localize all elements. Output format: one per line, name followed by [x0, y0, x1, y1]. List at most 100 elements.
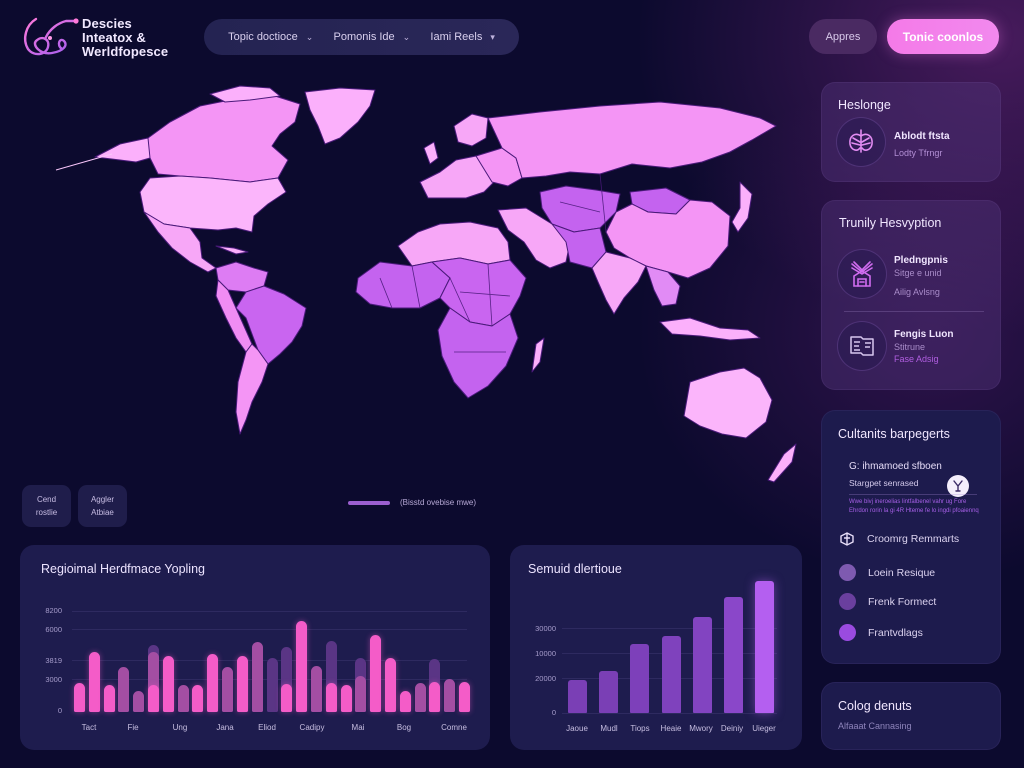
lungs-icon — [849, 129, 873, 153]
chart-bar[interactable] — [444, 679, 456, 712]
list-item-frenk[interactable]: Frenk Formect — [839, 593, 936, 610]
region-greenland — [304, 87, 376, 145]
chart-bar[interactable] — [661, 636, 681, 713]
region-southeast-asia — [645, 265, 681, 307]
status-dot-icon — [839, 624, 856, 641]
x-label: Eliod — [258, 723, 276, 732]
chart-bar[interactable] — [723, 596, 743, 713]
headline: G: ihmamoed sfboen — [849, 461, 942, 472]
list-header-label: Croomrg Remmarts — [867, 533, 960, 545]
chart-bar[interactable] — [385, 657, 397, 712]
chart-bar[interactable] — [207, 653, 219, 712]
x-label: Jaoue — [566, 724, 588, 733]
chart-bar[interactable] — [236, 656, 248, 712]
nav-item-pomonis[interactable]: Pomonis Ide ⌄ — [334, 31, 411, 43]
card-cultanits: Cultanits barpegerts G: ihmamoed sfboen … — [821, 410, 1001, 664]
chip-sublabel: rostlie — [35, 508, 58, 517]
list-item-frantvdlags[interactable]: Frantvdlags — [839, 624, 923, 641]
chart-bar[interactable] — [103, 684, 115, 712]
list-item-label: Frantvdlags — [868, 626, 923, 639]
nav-item-topic[interactable]: Topic doctioce ⌄ — [228, 31, 313, 43]
logo-icon — [24, 17, 79, 56]
gridline — [562, 628, 777, 629]
world-map[interactable] — [40, 82, 810, 502]
x-label: Mai — [351, 723, 365, 732]
region-indonesia — [659, 317, 761, 341]
chart-bar[interactable] — [133, 691, 145, 712]
nav-label: Pomonis Ide — [333, 31, 395, 43]
region-scandinavia — [453, 113, 489, 147]
chart-bar[interactable] — [147, 651, 159, 712]
reminders-icon — [840, 532, 854, 546]
legend-label: (Bisstd ovebise mwe) — [400, 498, 477, 507]
nav-item-reels[interactable]: Iami Reels ▾ — [430, 31, 495, 43]
semuid-distribution-chart: Semuid dlertioue 30000 10000 20000 0 Jao… — [510, 545, 802, 750]
yarn-house-icon — [851, 261, 873, 287]
primary-cta-button[interactable]: Tonic coonlos — [887, 19, 999, 54]
chart-bar[interactable] — [147, 684, 159, 712]
figure-badge-icon[interactable] — [947, 475, 969, 497]
card-title: Cultanits barpegerts — [838, 427, 950, 441]
nav-label: Iami Reels — [430, 31, 483, 43]
x-label: Jana — [216, 723, 234, 732]
chevron-down-icon: ⌄ — [402, 31, 411, 42]
legend-swatch — [348, 500, 390, 505]
chart-bar[interactable] — [296, 620, 308, 712]
chart-bar[interactable] — [310, 665, 322, 712]
chart-bars[interactable] — [72, 585, 472, 712]
chart-bar[interactable] — [692, 617, 712, 713]
chart-bar[interactable] — [429, 681, 441, 712]
secondary-button[interactable]: Appres — [809, 19, 877, 54]
chart-bar[interactable] — [281, 684, 293, 712]
list-item-loein[interactable]: Loein Resique — [839, 564, 935, 581]
open-book-icon — [850, 336, 874, 356]
map-chip-aggler[interactable]: Aggler Atbiae — [78, 485, 127, 527]
chart-bar[interactable] — [414, 682, 426, 712]
chart-bar[interactable] — [355, 676, 367, 712]
chart-bar[interactable] — [325, 683, 337, 712]
chart-bar[interactable] — [281, 646, 293, 712]
x-label: Fie — [127, 723, 139, 732]
chart-bar[interactable] — [88, 651, 100, 712]
y-tick: 30000 — [535, 624, 556, 633]
chart-bar[interactable] — [222, 667, 234, 712]
chart-bar[interactable] — [192, 684, 204, 712]
chart-bar[interactable] — [754, 581, 774, 713]
chart-bar[interactable] — [177, 684, 189, 712]
item-meta: Fase Adsig — [894, 354, 939, 364]
chart-bar[interactable] — [568, 680, 588, 713]
chart-bar[interactable] — [325, 640, 337, 712]
map-chip-cend[interactable]: Cend rostlie — [22, 485, 71, 527]
region-russia — [487, 101, 777, 179]
y-tick: 8200 — [45, 606, 62, 615]
status-dot-icon — [839, 564, 856, 581]
app-name-line-1: Descies — [82, 16, 132, 31]
chart-bar[interactable] — [459, 681, 471, 712]
chart-bar[interactable] — [340, 684, 352, 712]
chart-bar[interactable] — [370, 634, 382, 712]
chart-bar[interactable] — [118, 667, 130, 712]
chart-bar[interactable] — [73, 682, 85, 712]
figure-glyph-icon — [953, 480, 963, 492]
chart-bars[interactable] — [562, 575, 782, 713]
card-colog[interactable]: Colog denuts Alfaaat Cannasing — [821, 682, 1001, 750]
note-line: Wwe bivj ineroelias lintfalbenel vahr ug… — [849, 499, 967, 505]
chart-bar[interactable] — [266, 657, 278, 712]
region-caribbean — [215, 245, 249, 255]
x-label: Deiniy — [720, 724, 744, 733]
list-header-row[interactable]: Croomrg Remmarts — [839, 531, 959, 547]
item-meta: Ailig Avlsng — [894, 287, 940, 297]
chart-bar[interactable] — [630, 644, 650, 713]
region-argentina-chile — [235, 343, 269, 435]
item-title: Fengis Luon — [894, 329, 954, 340]
chart-bar[interactable] — [399, 691, 411, 712]
region-new-zealand — [767, 443, 797, 483]
chart-bar[interactable] — [162, 656, 174, 712]
y-tick: 20000 — [535, 674, 556, 683]
chip-label: Cend — [36, 495, 57, 504]
chart-bar[interactable] — [599, 670, 619, 713]
item-title: Ablodt ftsta — [894, 131, 950, 142]
chart-bar[interactable] — [251, 642, 263, 712]
app-logo[interactable]: Descies Inteatox & Werldfopesce — [20, 14, 205, 62]
x-axis-labels: Jaoue Mudl Tiops Heaie Mwory Deiniy Uieg… — [510, 724, 802, 736]
